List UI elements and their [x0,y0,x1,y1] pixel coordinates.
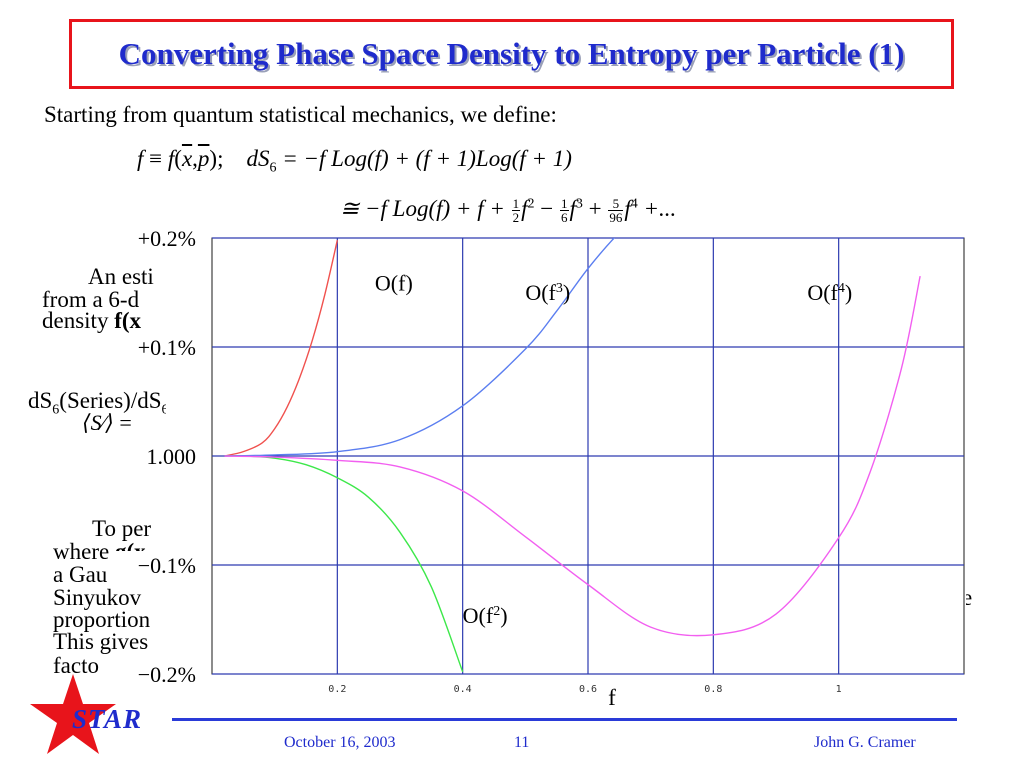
y-tick-label-bg [112,333,204,359]
curve-label: O(f3) [525,280,570,305]
slide-title: Converting Phase Space Density to Entrop… [118,36,905,71]
bg-text-line3: density f(x [42,308,142,333]
ds-symbol: dS [246,146,270,171]
curve-label-superscript: 4 [838,281,845,296]
f-function: f [167,146,175,171]
series-lead: ≅ −f Log(f) + f + [340,196,505,221]
x-tick-label: 0.6 [579,684,597,695]
x-tick-label: 0.8 [704,684,722,695]
x-tick-label: 0.2 [328,684,346,695]
s-average: ⟨S∕⟩ = [82,410,132,435]
exponent: 3 [575,196,583,212]
curve-label-close: ) [563,280,570,305]
curve-labels: O(f) O(f3) O(f4) O(f2) [375,270,852,627]
y-ticks: +0.2% +0.1% 1.000 −0.1% −0.2% [138,226,196,687]
frac-den: 6 [561,210,568,226]
bg-right-edge-char: e [962,585,973,610]
curve-label: O(f) [375,270,413,295]
bg-para2-line5: proportion [53,607,151,632]
bg-para2-line6: This gives [53,629,149,654]
open-paren: ( [174,146,182,171]
y-tick-label-bg [112,660,204,686]
y-tick-label-bg [112,442,204,468]
series-tail: +... [643,196,677,221]
x-vector: x [181,146,193,171]
intro-text: Starting from quantum statistical mechan… [44,102,557,127]
p-vector: p [197,146,210,171]
bg-text-line3-pre: density [42,308,115,333]
frac-num: 5 [608,197,624,212]
y-tick-label: +0.1% [138,335,196,360]
frac-den: 2 [512,210,520,226]
series-term: f [569,196,576,221]
bg-para2-line1: To per [92,516,152,541]
x-ticks: 0.2 0.4 0.6 0.8 1 [328,684,841,695]
formula-series: ≅ −f Log(f) + f + 1 2 f2 − 1 6 f3 + 5 96 f4 +.… [340,196,676,224]
y-tick-label: 1.000 [147,444,197,469]
f-symbol: f [137,146,144,171]
x-axis-label: f [608,685,616,710]
bg-text-line2: from a 6-d [42,287,140,312]
series-term: f [521,196,528,221]
curve-label-superscript: 2 [493,604,500,619]
star-logo-icon [30,674,116,754]
equiv-symbol: ≡ [149,146,163,171]
y-tick-label: +0.2% [138,226,196,251]
footer-author: John G. Cramer [814,734,916,751]
s-equals: = [119,410,132,435]
curve-label: O(f4) [807,280,852,305]
fraction-five-96: 5 96 [608,197,624,226]
series-line-O(f⁴) [224,276,921,637]
bg-para2-line4: Sinyukov [53,585,142,610]
series-line-O(f) [224,240,339,457]
frac-num: 1 [511,196,521,212]
bg-para2-line3: a Gau [53,562,108,587]
footer-page-number: 11 [514,734,530,751]
close-paren: ); [209,146,224,171]
x-tick-label: 0.4 [454,684,472,695]
bg-text-line1: An esti [88,264,154,289]
bg-para2-line2-pre: where [53,539,115,564]
comma: , [192,146,198,171]
frac-num: 1 [560,196,569,212]
series-term: f [624,196,631,221]
grid-lines [212,237,964,675]
plus-sign: + [588,196,602,221]
ratio-sub2: 6 [161,402,169,418]
curve-label: O(f2) [463,603,508,628]
footer-divider [172,718,957,721]
frac-den: 96 [609,210,623,226]
ratio-mid: (Series)/dS [59,388,162,413]
y-tick-label: −0.2% [138,662,196,687]
title-box: Converting Phase Space Density to Entrop… [69,19,954,89]
exponent: 4 [630,196,638,212]
curve-label-close: ) [500,603,507,628]
exponent: 2 [527,196,535,212]
bg-text-line3-bold: f(x [114,308,142,333]
ratio-label: dS6(Series)/dS6 [28,388,169,422]
s-symbol: S [90,410,102,435]
y-tick-label-bg [112,224,204,250]
curves [224,238,921,673]
formula-definition: f ≡ f(x,p); dS6 = −f Log(f) + (f + 1)Log… [137,146,572,177]
x-tick-label: 1 [836,684,842,695]
formula-rhs: = −f Log(f) + (f + 1)Log(f + 1) [282,146,572,171]
y-tick-label: −0.1% [138,553,196,578]
curve-label-superscript: 3 [556,281,563,296]
curve-label-close: ) [845,280,852,305]
footer-date: October 16, 2003 [284,734,396,751]
ratio-sub: 6 [52,402,60,418]
minus-sign: − [540,196,554,221]
ds-subscript: 6 [269,160,277,176]
star-logo-text: STAR [72,704,143,734]
ratio-ds: dS [28,388,53,413]
y-tick-label-bg [112,551,204,577]
bg-para2-line7: facto [53,653,99,678]
series-line-O(f³) [224,238,616,457]
